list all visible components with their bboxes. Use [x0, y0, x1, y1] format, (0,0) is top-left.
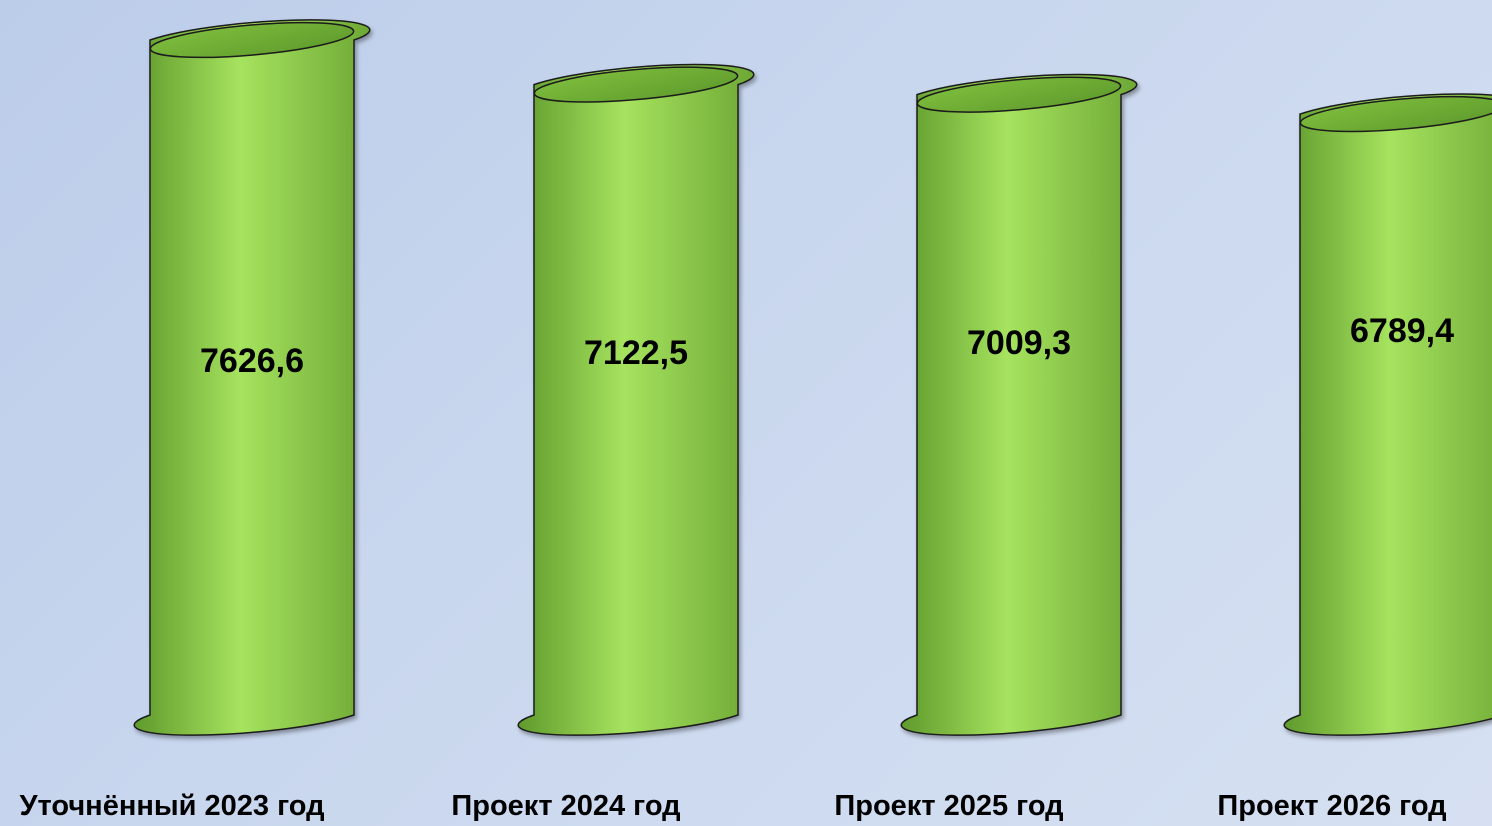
bar-body-1: [133, 19, 371, 736]
category-label-4: Проект 2026 год: [1217, 790, 1446, 822]
bar-top-1: [149, 21, 355, 59]
category-label-1: Уточнённый 2023 год: [19, 790, 324, 822]
bar-3: [900, 73, 1138, 736]
bar-1: [133, 19, 371, 736]
value-label-1: 7626,6: [200, 342, 304, 380]
category-label-3: Проект 2025 год: [834, 790, 1063, 822]
bar-4: [1283, 93, 1492, 736]
bar-2: [517, 63, 755, 736]
bar-body-4: [1283, 93, 1492, 736]
value-label-2: 7122,5: [584, 334, 688, 372]
bar-body-2: [517, 63, 755, 736]
category-label-2: Проект 2024 год: [451, 790, 680, 822]
value-label-3: 7009,3: [967, 324, 1071, 362]
value-label-4: 6789,4: [1350, 312, 1454, 350]
bar-top-4: [1299, 95, 1492, 133]
bar-body-3: [900, 73, 1138, 736]
bar-top-3: [916, 76, 1122, 113]
bar-top-2: [533, 66, 739, 103]
